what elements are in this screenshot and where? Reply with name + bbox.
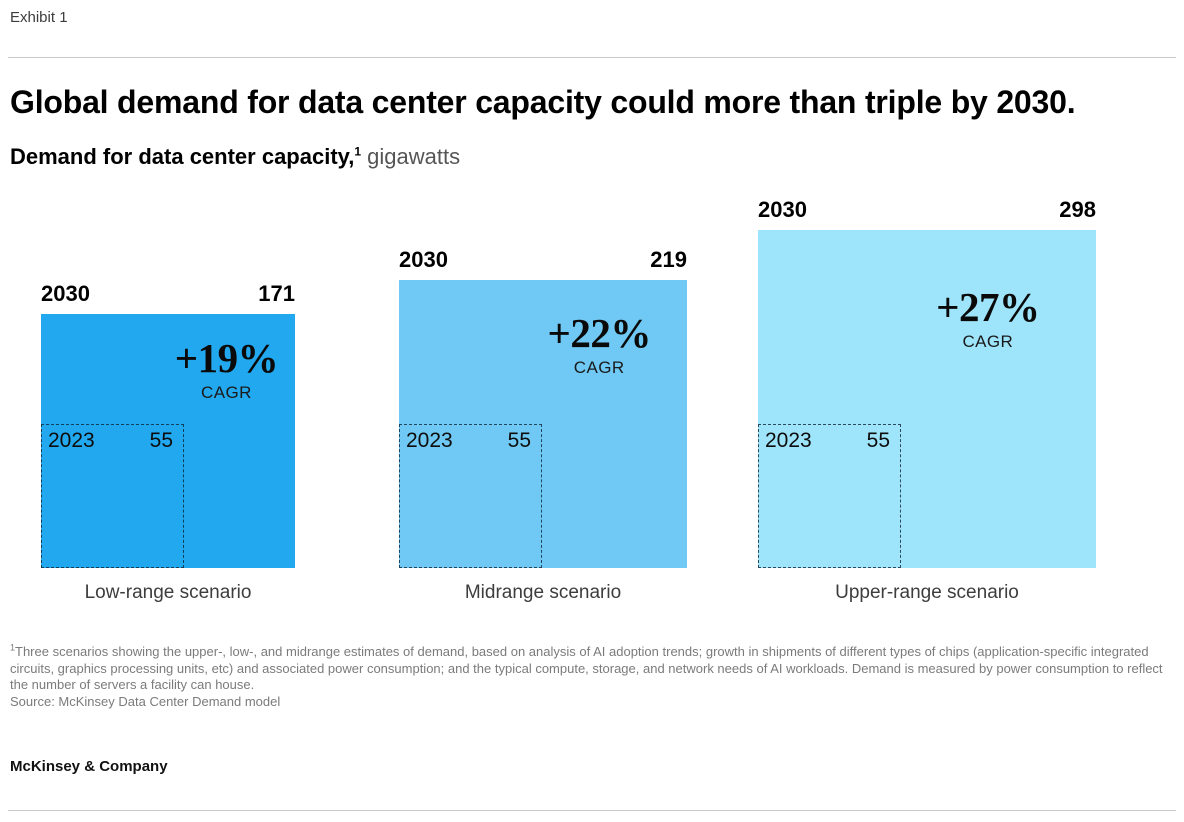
inner-square-labels: 2023 55 bbox=[42, 425, 183, 453]
footnote: 1Three scenarios showing the upper-, low… bbox=[10, 640, 1166, 710]
cagr-percent: +27% bbox=[936, 284, 1040, 330]
top-divider bbox=[8, 57, 1176, 58]
footnote-text: Three scenarios showing the upper-, low-… bbox=[10, 644, 1163, 693]
start-year-label: 2023 bbox=[765, 429, 812, 452]
scenario-top-labels: 2030 298 bbox=[758, 199, 1096, 221]
page-title: Global demand for data center capacity c… bbox=[10, 84, 1076, 120]
end-value-label: 219 bbox=[650, 247, 687, 272]
cagr-caption: CAGR bbox=[962, 332, 1014, 351]
footnote-marker: 1 bbox=[10, 643, 16, 653]
cagr-percent: +22% bbox=[547, 310, 651, 356]
exhibit-number: Exhibit 1 bbox=[10, 9, 68, 26]
start-year-label: 2023 bbox=[48, 429, 95, 452]
demand-2023-square: 2023 55 bbox=[41, 424, 184, 568]
measure-unit: gigawatts bbox=[361, 144, 461, 169]
start-value-label: 55 bbox=[149, 429, 173, 452]
demand-2030-square: +22% CAGR 2023 55 bbox=[399, 280, 687, 568]
inner-square-labels: 2023 55 bbox=[759, 425, 900, 453]
demand-2030-square: +19% CAGR 2023 55 bbox=[41, 314, 295, 568]
scenario-upper-range: 2030 298 +27% CAGR 2023 55 Upper-range s… bbox=[758, 199, 1096, 604]
scenario-name: Low-range scenario bbox=[84, 582, 252, 603]
start-value-label: 55 bbox=[507, 429, 531, 452]
scenario-midrange: 2030 219 +22% CAGR 2023 55 Midrange scen… bbox=[399, 249, 687, 604]
inner-square-labels: 2023 55 bbox=[400, 425, 541, 453]
cagr-caption: CAGR bbox=[201, 383, 252, 402]
cagr-annotation: +19% CAGR bbox=[174, 335, 279, 403]
cagr-annotation: +27% CAGR bbox=[936, 284, 1040, 352]
measure-label-bold: Demand for data center capacity, bbox=[10, 144, 355, 169]
chart-measure-label: Demand for data center capacity,1 gigawa… bbox=[10, 144, 460, 170]
cagr-caption: CAGR bbox=[573, 358, 625, 377]
demand-2030-square: +27% CAGR 2023 55 bbox=[758, 230, 1096, 568]
start-value-label: 55 bbox=[866, 429, 890, 452]
demand-2023-square: 2023 55 bbox=[399, 424, 542, 568]
mckinsey-logo: McKinsey & Company bbox=[10, 758, 168, 775]
end-year-label: 2030 bbox=[41, 281, 90, 306]
scenario-top-labels: 2030 171 bbox=[41, 283, 295, 305]
demand-2023-square: 2023 55 bbox=[758, 424, 901, 568]
measure-footnote-marker: 1 bbox=[354, 144, 362, 159]
source-line: Source: McKinsey Data Center Demand mode… bbox=[10, 693, 281, 709]
start-year-label: 2023 bbox=[406, 429, 453, 452]
scenario-top-labels: 2030 219 bbox=[399, 249, 687, 271]
scenario-low-range: 2030 171 +19% CAGR 2023 55 Low-range sce… bbox=[41, 283, 295, 604]
nested-squares-chart: 2030 171 +19% CAGR 2023 55 Low-range sce… bbox=[0, 190, 1184, 610]
end-year-label: 2030 bbox=[399, 247, 448, 272]
scenario-name: Upper-range scenario bbox=[835, 582, 1019, 603]
bottom-divider bbox=[8, 810, 1176, 811]
end-value-label: 171 bbox=[258, 281, 295, 306]
end-value-label: 298 bbox=[1059, 197, 1096, 222]
cagr-percent: +19% bbox=[174, 335, 279, 381]
end-year-label: 2030 bbox=[758, 197, 807, 222]
scenario-name: Midrange scenario bbox=[464, 582, 622, 603]
cagr-annotation: +22% CAGR bbox=[547, 310, 651, 378]
